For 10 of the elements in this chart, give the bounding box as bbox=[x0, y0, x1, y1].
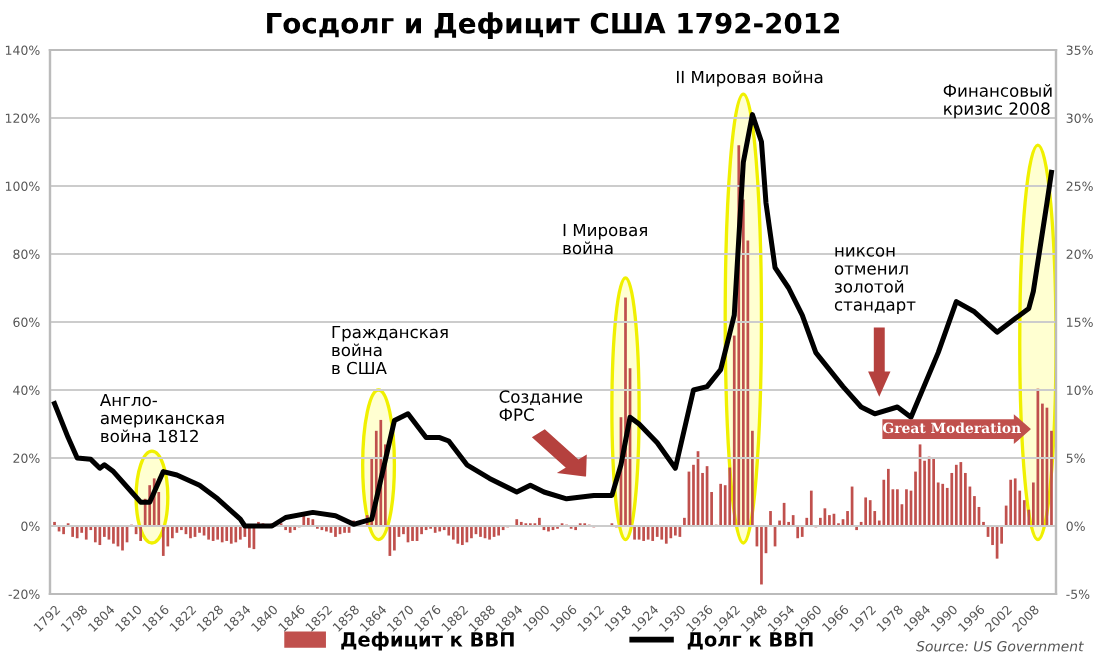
annotation: никсон отменил золотой стандарт bbox=[834, 247, 916, 315]
annotation: I Мировая война bbox=[563, 223, 647, 255]
annotation: II Мировая война bbox=[676, 70, 823, 87]
legend-label: Дефицит к ВВП bbox=[341, 631, 514, 651]
annotation: Создание ФРС bbox=[499, 390, 583, 421]
legend-label: Долг к ВВП bbox=[687, 632, 813, 650]
chart-title: Госдолг и Дефицит США 1792-2012 bbox=[267, 12, 840, 40]
annotation: Гражданская война в США bbox=[332, 325, 448, 375]
annotation: Финансовый кризис 2008 bbox=[943, 84, 1052, 119]
annotation: Англо- американская война 1812 bbox=[99, 393, 224, 443]
